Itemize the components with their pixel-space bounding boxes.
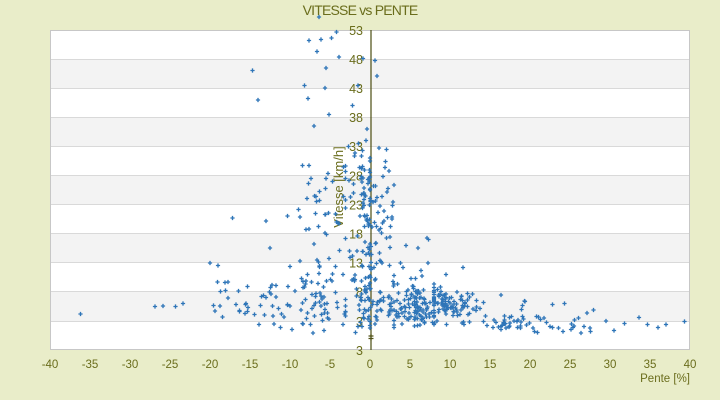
svg-text:48: 48 xyxy=(349,53,363,67)
svg-text:-10: -10 xyxy=(282,359,299,371)
svg-text:-40: -40 xyxy=(42,359,59,371)
svg-text:28: 28 xyxy=(349,169,363,183)
svg-text:35: 35 xyxy=(644,359,657,371)
svg-text:25: 25 xyxy=(564,359,577,371)
svg-text:10: 10 xyxy=(444,359,457,371)
svg-text:VITESSE vs PENTE: VITESSE vs PENTE xyxy=(303,2,418,18)
svg-text:8: 8 xyxy=(356,286,363,300)
svg-text:18: 18 xyxy=(349,228,363,242)
svg-text:0: 0 xyxy=(367,359,373,371)
svg-text:3: 3 xyxy=(356,344,363,358)
svg-text:5: 5 xyxy=(407,359,413,371)
svg-text:23: 23 xyxy=(349,198,363,212)
svg-text:43: 43 xyxy=(349,82,363,96)
svg-text:30: 30 xyxy=(604,359,617,371)
svg-text:-20: -20 xyxy=(202,359,219,371)
svg-text:15: 15 xyxy=(484,359,497,371)
svg-text:13: 13 xyxy=(349,257,363,271)
svg-text:-35: -35 xyxy=(82,359,99,371)
svg-text:40: 40 xyxy=(684,359,697,371)
svg-text:20: 20 xyxy=(524,359,537,371)
svg-text:53: 53 xyxy=(349,24,363,38)
svg-text:38: 38 xyxy=(349,111,363,125)
svg-text:Pente [%]: Pente [%] xyxy=(640,373,690,385)
svg-text:-25: -25 xyxy=(162,359,179,371)
svg-text:-5: -5 xyxy=(325,359,335,371)
svg-text:3: 3 xyxy=(356,315,363,329)
svg-text:-30: -30 xyxy=(122,359,139,371)
svg-text:-15: -15 xyxy=(242,359,259,371)
svg-text:33: 33 xyxy=(349,140,363,154)
svg-text:Vitesse [km/h]: Vitesse [km/h] xyxy=(331,146,346,227)
